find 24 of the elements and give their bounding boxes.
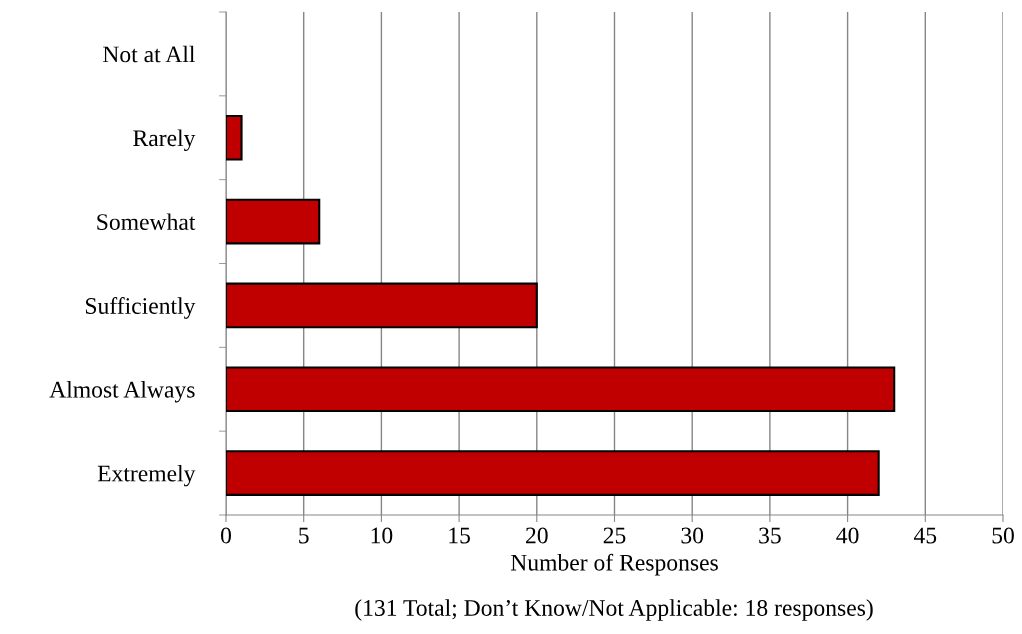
x-axis-title: Number of Responses bbox=[510, 553, 718, 576]
bar bbox=[226, 282, 538, 329]
x-tick-label: 30 bbox=[681, 527, 704, 544]
bar bbox=[226, 114, 243, 161]
x-tick-label: 5 bbox=[299, 527, 309, 544]
bar bbox=[226, 198, 321, 245]
bar bbox=[226, 366, 896, 413]
y-tick-label: Not at All bbox=[102, 45, 195, 63]
x-tick-label: 0 bbox=[221, 527, 231, 544]
bar bbox=[226, 450, 880, 496]
x-tick-label: 10 bbox=[371, 527, 393, 544]
y-tick-label: Extremely bbox=[97, 464, 196, 487]
y-tick-label: Somewhat bbox=[97, 213, 196, 231]
x-tick-label: 45 bbox=[913, 527, 937, 544]
x-tick-label: 25 bbox=[603, 527, 626, 544]
text: (131 Total; Don’t Know/Not Applicable: 18 responses) bbox=[355, 599, 873, 621]
y-tick-label: Almost Always bbox=[49, 381, 195, 403]
x-tick-label: 50 bbox=[992, 527, 1014, 544]
x-tick-label: 15 bbox=[449, 527, 470, 544]
y-tick-label: Sufficiently bbox=[85, 297, 196, 319]
y-tick-label: Rarely bbox=[133, 129, 196, 152]
x-tick-label: 20 bbox=[526, 527, 548, 544]
x-tick-label: 35 bbox=[759, 527, 781, 544]
x-tick-label: 40 bbox=[836, 527, 859, 544]
